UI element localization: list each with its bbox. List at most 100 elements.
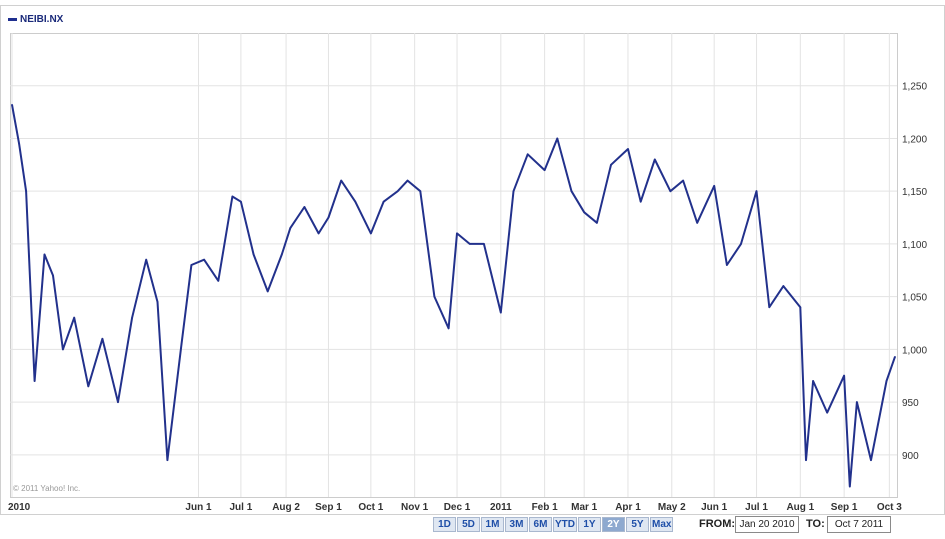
data-point xyxy=(203,258,205,261)
x-tick-label: Mar 1 xyxy=(571,502,598,513)
y-tick-label: 1,150 xyxy=(902,187,927,198)
data-point xyxy=(156,301,159,303)
data-point xyxy=(11,103,13,106)
data-point xyxy=(317,232,320,235)
data-point xyxy=(43,253,46,256)
range-button-5d[interactable]: 5D xyxy=(457,517,480,532)
data-point xyxy=(526,153,529,156)
range-button-2y[interactable]: 2Y xyxy=(602,517,625,532)
legend-swatch xyxy=(8,17,17,21)
copyright-text: © 2011 Yahoo! Inc. xyxy=(13,484,81,493)
range-button-ytd[interactable]: YTD xyxy=(553,517,577,532)
data-point xyxy=(73,316,75,319)
data-point xyxy=(669,190,672,192)
data-point xyxy=(639,200,642,203)
x-tick-label: Apr 1 xyxy=(615,502,641,513)
data-point xyxy=(543,169,546,171)
data-point xyxy=(740,243,742,245)
data-point xyxy=(396,190,399,192)
data-point xyxy=(166,459,169,461)
y-tick-label: 950 xyxy=(902,398,919,409)
data-point xyxy=(340,179,342,182)
data-point xyxy=(406,179,409,182)
legend: NEIBI.NX xyxy=(8,10,63,28)
data-point xyxy=(696,222,699,224)
data-point xyxy=(117,401,119,403)
range-button-3m[interactable]: 3M xyxy=(505,517,528,532)
data-point xyxy=(812,380,814,382)
x-tick-label: Sep 1 xyxy=(831,502,858,513)
data-point xyxy=(240,200,242,203)
data-point xyxy=(217,280,220,282)
data-point xyxy=(145,258,148,261)
to-label: TO: xyxy=(806,518,825,530)
y-tick-label: 1,250 xyxy=(902,82,927,93)
data-point xyxy=(62,348,64,351)
y-tick-label: 1,000 xyxy=(902,345,927,356)
data-point xyxy=(180,343,183,345)
data-point xyxy=(354,200,357,203)
data-point xyxy=(713,185,715,187)
plot-frame xyxy=(10,33,898,498)
data-point xyxy=(596,222,598,224)
data-point xyxy=(782,285,785,287)
data-point xyxy=(799,306,802,308)
data-point xyxy=(289,227,292,229)
data-point xyxy=(190,264,193,266)
from-date-input[interactable]: Jan 20 2010 xyxy=(735,516,799,533)
data-point xyxy=(885,380,888,382)
x-tick-label: 2010 xyxy=(8,502,31,513)
y-tick-label: 1,200 xyxy=(902,134,927,145)
range-button-1m[interactable]: 1M xyxy=(481,517,504,532)
x-tick-label: Jul 1 xyxy=(229,502,252,513)
data-point xyxy=(848,485,851,488)
data-point xyxy=(500,311,502,314)
data-point xyxy=(843,374,845,377)
data-point xyxy=(25,190,27,192)
to-date-input[interactable]: Oct 7 2011 xyxy=(827,516,891,533)
data-point xyxy=(52,274,54,277)
x-tick-label: Dec 1 xyxy=(444,502,471,513)
data-point xyxy=(266,290,269,293)
data-point xyxy=(483,243,485,245)
data-point xyxy=(87,385,90,388)
range-button-1y[interactable]: 1Y xyxy=(578,517,601,532)
data-point xyxy=(419,190,422,192)
data-point xyxy=(131,316,133,319)
data-point xyxy=(327,216,330,219)
data-point xyxy=(610,164,612,166)
range-button-1d[interactable]: 1D xyxy=(433,517,456,532)
data-point xyxy=(33,380,36,382)
data-point xyxy=(231,195,234,198)
data-point xyxy=(556,137,559,140)
data-point xyxy=(870,459,872,461)
x-tick-label: Aug 1 xyxy=(786,502,814,513)
data-point xyxy=(805,459,807,461)
y-tick-label: 1,050 xyxy=(902,293,927,304)
data-point xyxy=(252,253,255,256)
range-button-max[interactable]: Max xyxy=(650,517,674,532)
range-button-6m[interactable]: 6M xyxy=(529,517,552,532)
data-point xyxy=(654,158,656,161)
data-point xyxy=(726,264,728,266)
data-point xyxy=(433,295,436,298)
from-label: FROM: xyxy=(699,518,736,530)
data-point xyxy=(894,355,896,358)
data-point xyxy=(627,148,629,150)
legend-symbol: NEIBI.NX xyxy=(20,13,64,25)
range-buttons: 1D 5D 1M 3M 6M YTD 1Y 2Y 5Y Max xyxy=(433,517,674,534)
data-point xyxy=(682,179,684,182)
x-tick-label: Jun 1 xyxy=(185,502,212,513)
data-point xyxy=(18,142,20,145)
y-tick-label: 1,100 xyxy=(902,240,927,251)
data-point xyxy=(456,232,458,235)
y-tick-label: 900 xyxy=(902,451,919,462)
data-point xyxy=(583,211,585,214)
x-tick-label: Oct 3 xyxy=(877,502,902,513)
x-tick-label: Sep 1 xyxy=(315,502,342,513)
data-point xyxy=(281,253,283,256)
data-point xyxy=(755,190,758,192)
range-button-5y[interactable]: 5Y xyxy=(626,517,649,532)
